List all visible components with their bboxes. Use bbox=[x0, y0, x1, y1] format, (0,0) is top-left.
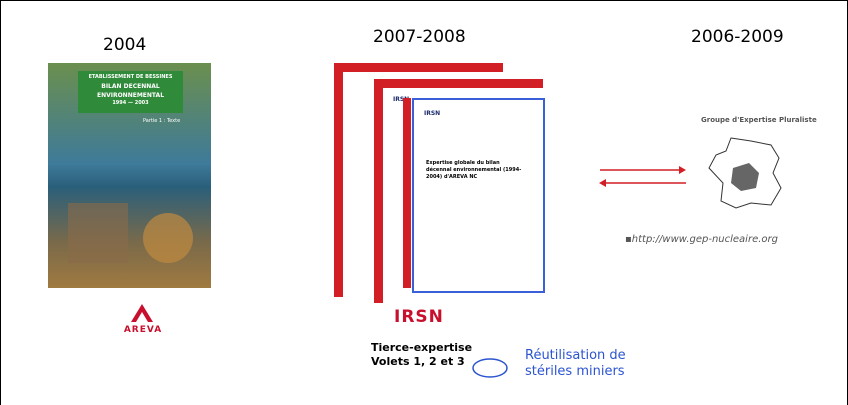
note-line: stériles miniers bbox=[525, 364, 626, 380]
note-line: Réutilisation de bbox=[525, 348, 626, 364]
page-edge bbox=[403, 98, 411, 288]
cover-header: ETABLISSEMENT DE BESSINES BILAN DECENNAL… bbox=[78, 71, 183, 113]
note: Réutilisation de stériles miniers bbox=[525, 348, 626, 380]
irsn-logo: IRSN bbox=[394, 307, 444, 327]
caption-line: Volets 1, 2 et 3 bbox=[371, 355, 472, 369]
report-cover: IRSN Expertise globale du bilan décennal… bbox=[412, 98, 545, 293]
group-name: Groupe d'Expertise Pluraliste bbox=[701, 116, 817, 124]
link: ▪http://www.gep-nucleaire.org bbox=[625, 234, 778, 245]
photo bbox=[143, 213, 193, 263]
cover-text: ETABLISSEMENT DE BESSINES bbox=[78, 74, 183, 80]
caption-line: Tierce-expertise bbox=[371, 341, 472, 355]
year-label: 2006-2009 bbox=[691, 27, 784, 47]
cover-text: Partie 1 : Texte bbox=[143, 118, 180, 124]
bullet: ▪ bbox=[625, 234, 632, 245]
cover-brand: IRSN bbox=[424, 110, 440, 117]
exchange-arrows bbox=[596, 161, 691, 191]
cover-title: Expertise globale du bilan décennal envi… bbox=[426, 160, 526, 181]
year-label: 2004 bbox=[103, 35, 146, 55]
cover-title: BILAN DECENNAL ENVIRONNEMENTAL bbox=[78, 82, 183, 100]
slide: 2004 ETABLISSEMENT DE BESSINES BILAN DEC… bbox=[0, 0, 848, 405]
caption: Tierce-expertise Volets 1, 2 et 3 bbox=[371, 341, 472, 369]
report-cover: ETABLISSEMENT DE BESSINES BILAN DECENNAL… bbox=[48, 63, 211, 288]
photo bbox=[68, 203, 128, 263]
url[interactable]: http://www.gep-nucleaire.org bbox=[632, 234, 778, 245]
cover-text: 1994 — 2003 bbox=[78, 100, 183, 106]
highlight-circle bbox=[471, 357, 511, 379]
areva-logo: AREVA bbox=[121, 325, 165, 335]
france-map bbox=[701, 133, 791, 213]
areva-logo-icon bbox=[129, 303, 155, 323]
year-label: 2007-2008 bbox=[373, 27, 466, 47]
